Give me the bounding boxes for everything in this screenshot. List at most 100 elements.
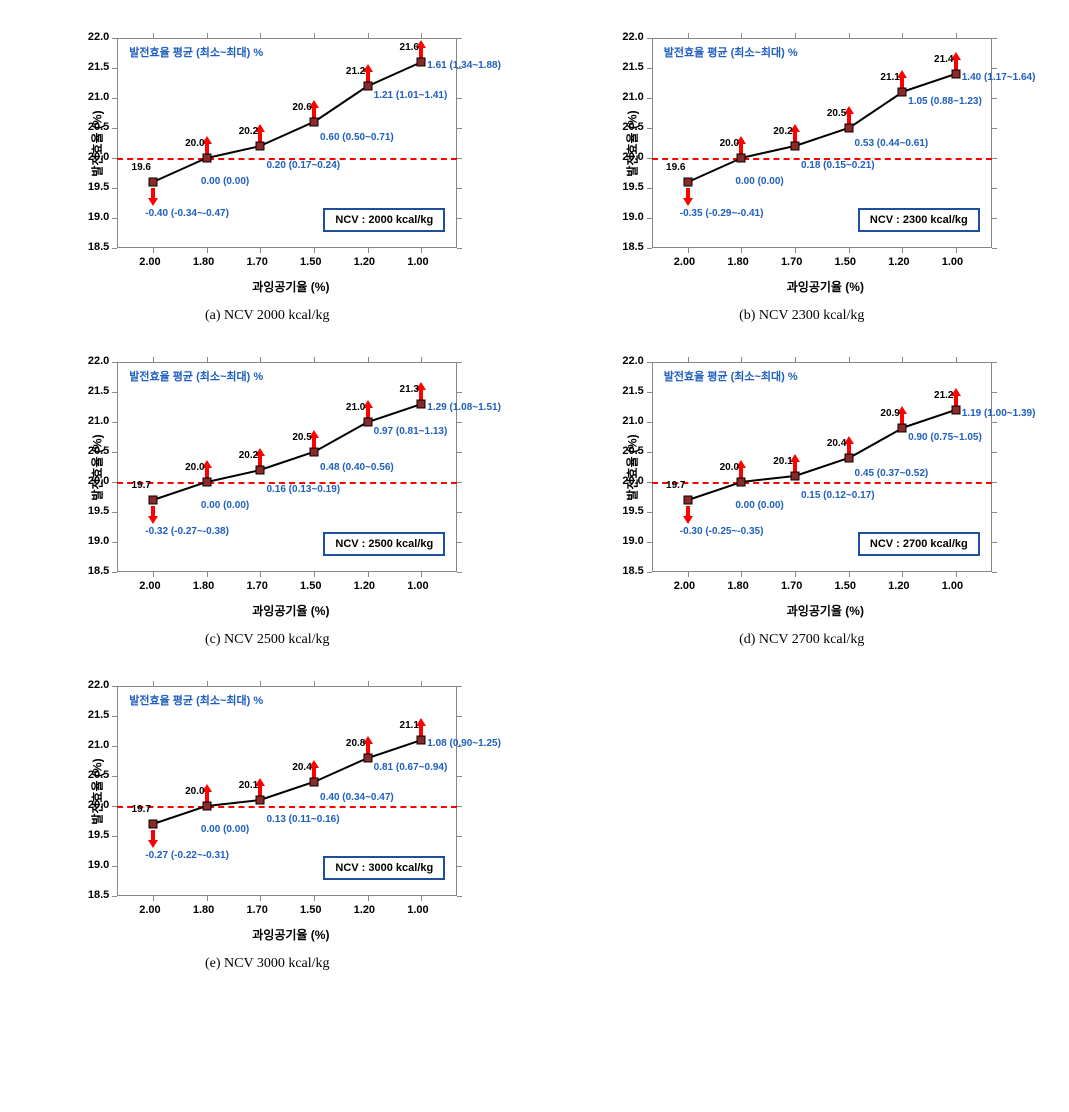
point-value-label: 20.0 [720, 462, 739, 473]
y-tick [647, 68, 652, 69]
y-tick-label: 21.0 [88, 91, 109, 103]
range-label: 0.53 (0.44~0.61) [855, 138, 929, 149]
legend: 발전효율 평균 (최소~최대) % [129, 44, 263, 60]
y-tick-label: 22.0 [622, 355, 643, 367]
y-tick [992, 158, 997, 159]
range-label: 0.15 (0.12~0.17) [801, 490, 875, 501]
point-value-label: 20.4 [292, 762, 311, 773]
range-label: 0.00 (0.00) [735, 500, 783, 511]
x-tick-label: 1.50 [835, 256, 856, 268]
x-axis-label: 과잉공기율 (%) [252, 602, 329, 619]
data-marker [737, 154, 746, 163]
x-tick-label: 1.20 [354, 580, 375, 592]
y-tick [112, 392, 117, 393]
point-value-label: 20.2 [239, 126, 258, 137]
x-tick-label: 1.00 [942, 256, 963, 268]
y-tick [457, 422, 462, 423]
x-tick-label: 2.00 [139, 904, 160, 916]
y-axis-label: 발전효율 (%) [623, 428, 640, 508]
y-tick [992, 392, 997, 393]
range-label: 1.40 (1.17~1.64) [962, 72, 1036, 83]
x-tick-label: 1.50 [300, 580, 321, 592]
x-tick-label: 2.00 [139, 580, 160, 592]
y-tick [992, 542, 997, 543]
y-tick-label: 21.5 [88, 385, 109, 397]
data-marker [202, 478, 211, 487]
ncv-box: NCV : 2000 kcal/kg [323, 208, 445, 232]
y-tick [112, 422, 117, 423]
x-tick [153, 248, 154, 253]
data-marker [149, 820, 158, 829]
x-tick [207, 896, 208, 901]
ncv-box: NCV : 2300 kcal/kg [858, 208, 980, 232]
x-tick-label: 1.50 [835, 580, 856, 592]
x-tick-label: 1.50 [300, 256, 321, 268]
y-tick [112, 98, 117, 99]
data-marker [363, 82, 372, 91]
y-tick-label: 21.5 [622, 61, 643, 73]
point-value-label: 21.1 [400, 720, 419, 731]
x-tick [421, 572, 422, 577]
y-tick [112, 188, 117, 189]
x-axis-label: 과잉공기율 (%) [787, 278, 864, 295]
y-tick-label: 22.0 [88, 679, 109, 691]
y-tick [457, 512, 462, 513]
x-tick [260, 572, 261, 577]
y-tick [112, 836, 117, 837]
x-tick [849, 33, 850, 38]
y-tick [457, 866, 462, 867]
range-label: -0.35 (-0.29~-0.41) [680, 208, 764, 219]
y-tick [112, 572, 117, 573]
x-tick [260, 896, 261, 901]
point-value-label: 20.5 [827, 108, 846, 119]
x-tick [368, 896, 369, 901]
y-tick [112, 512, 117, 513]
data-marker [951, 406, 960, 415]
range-label: -0.30 (-0.25~-0.35) [680, 526, 764, 537]
data-marker [363, 754, 372, 763]
y-tick-label: 21.0 [88, 739, 109, 751]
range-label: 0.97 (0.81~1.13) [374, 426, 448, 437]
range-label: 0.90 (0.75~1.05) [908, 432, 982, 443]
data-marker [844, 454, 853, 463]
x-tick [902, 572, 903, 577]
y-tick [457, 128, 462, 129]
x-tick [368, 33, 369, 38]
x-axis-label: 과잉공기율 (%) [787, 602, 864, 619]
y-tick [992, 38, 997, 39]
y-tick-label: 18.5 [88, 241, 109, 253]
y-tick [647, 38, 652, 39]
data-marker [417, 736, 426, 745]
x-tick-label: 1.70 [781, 580, 802, 592]
y-tick [992, 422, 997, 423]
x-tick [421, 248, 422, 253]
range-label: 0.81 (0.67~0.94) [374, 762, 448, 773]
y-tick [457, 896, 462, 897]
y-tick [457, 776, 462, 777]
y-tick [457, 572, 462, 573]
x-axis-label: 과잉공기율 (%) [252, 278, 329, 295]
y-tick [647, 392, 652, 393]
x-axis-label: 과잉공기율 (%) [252, 926, 329, 943]
range-label: 1.21 (1.01~1.41) [374, 90, 448, 101]
x-tick [956, 248, 957, 253]
chart-b: 18.519.019.520.020.521.021.522.02.001.80… [582, 20, 1022, 300]
y-tick [992, 482, 997, 483]
chart-e: 18.519.019.520.020.521.021.522.02.001.80… [47, 668, 487, 948]
y-tick [112, 746, 117, 747]
y-tick [457, 806, 462, 807]
y-tick-label: 22.0 [622, 31, 643, 43]
y-tick-label: 18.5 [88, 565, 109, 577]
x-tick [688, 248, 689, 253]
range-label: 1.19 (1.00~1.39) [962, 408, 1036, 419]
x-tick [421, 357, 422, 362]
x-tick [314, 681, 315, 686]
reference-line [652, 482, 992, 484]
y-tick-label: 21.5 [622, 385, 643, 397]
chart-caption: (c) NCV 2500 kcal/kg [205, 632, 330, 648]
point-value-label: 20.0 [185, 462, 204, 473]
x-tick [849, 248, 850, 253]
point-value-label: 20.6 [292, 102, 311, 113]
point-value-label: 20.2 [773, 126, 792, 137]
point-value-label: 19.7 [132, 480, 151, 491]
